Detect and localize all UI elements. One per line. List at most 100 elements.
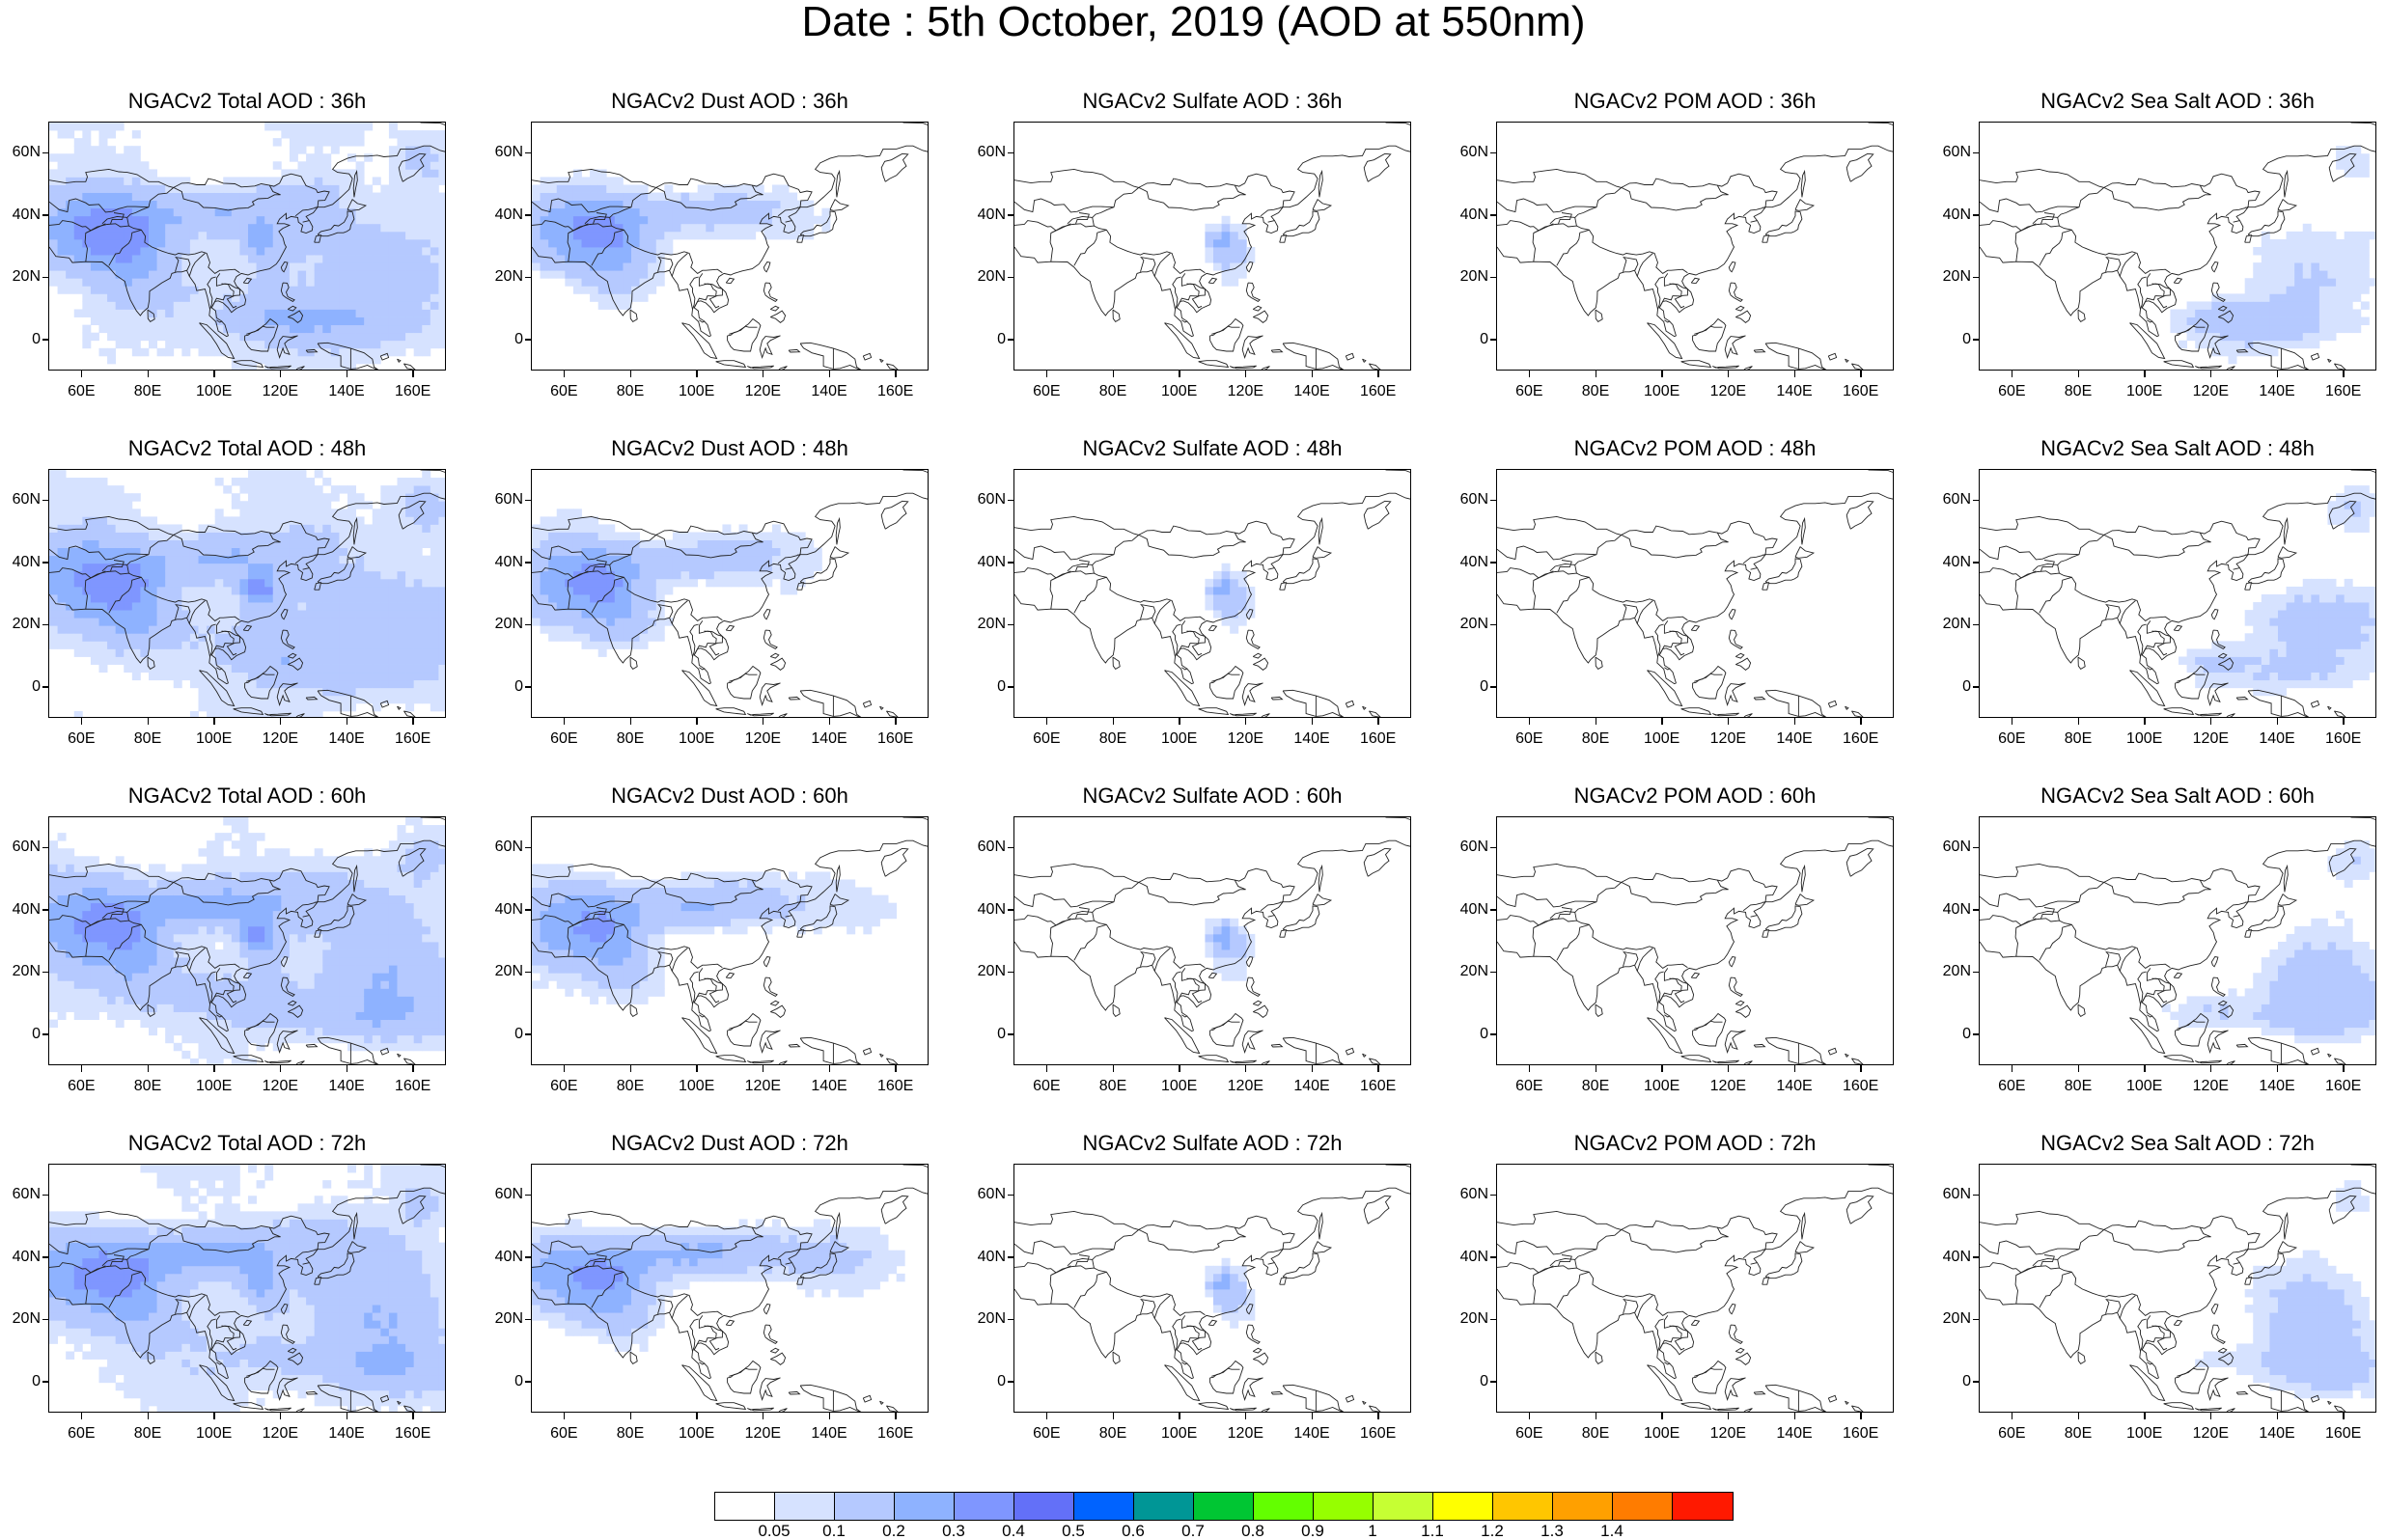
colorbar-swatch (1374, 1493, 1433, 1520)
y-tick-mark (1973, 151, 1979, 154)
aod-map (49, 817, 445, 1064)
y-tick-label: 20N (977, 1310, 1006, 1328)
y-tick-label: 40N (1942, 1248, 1971, 1265)
x-tick-label: 80E (133, 1425, 162, 1442)
x-tick-mark (2011, 1413, 2013, 1419)
y-tick-label: 40N (1942, 553, 1971, 570)
panel-title: NGACv2 Sulfate AOD : 36h (1082, 89, 1343, 113)
colorbar-label: 0.2 (882, 1522, 905, 1540)
x-tick-label: 100E (195, 1425, 233, 1442)
y-tick-label: 0 (997, 677, 1006, 695)
y-tick-mark (1008, 1256, 1013, 1258)
x-tick-label: 100E (1160, 1425, 1198, 1442)
y-tick-mark (42, 1318, 48, 1321)
map-frame (1013, 1164, 1411, 1413)
y-tick-mark (1490, 499, 1496, 502)
x-tick-label: 120E (1227, 1078, 1264, 1094)
y-tick-label: 60N (977, 1186, 1006, 1203)
coastlines (1980, 470, 2375, 717)
x-tick-label: 100E (678, 730, 715, 747)
x-tick-label: 160E (394, 730, 431, 747)
main-title: Date : 5th October, 2019 (AOD at 550nm) (801, 0, 1586, 45)
colorbar-swatch (1314, 1493, 1374, 1520)
y-tick-mark (1490, 339, 1496, 341)
x-tick-mark (1244, 1413, 1247, 1419)
panel-title: NGACv2 Sulfate AOD : 72h (1082, 1131, 1343, 1155)
coastlines (1014, 817, 1410, 1064)
x-tick-label: 100E (678, 1078, 715, 1094)
x-tick-mark (1727, 1065, 1730, 1072)
map-frame (48, 816, 446, 1065)
colorbar-label: 0.05 (758, 1522, 791, 1540)
x-tick-label: 120E (1227, 383, 1264, 399)
panel-title: NGACv2 Sea Salt AOD : 48h (2040, 436, 2315, 460)
x-tick-mark (1528, 718, 1531, 725)
y-tick-mark (42, 1194, 48, 1196)
panel-title: NGACv2 Sea Salt AOD : 36h (2040, 89, 2315, 113)
x-tick-mark (1661, 371, 1663, 377)
aod-map (532, 123, 928, 370)
y-tick-mark (1973, 562, 1979, 564)
x-tick-label: 120E (2192, 383, 2230, 399)
x-tick-label: 140E (811, 1425, 847, 1442)
x-tick-mark (629, 371, 631, 377)
y-tick-label: 60N (1942, 491, 1971, 509)
aod-map (1497, 123, 1893, 370)
y-tick-label: 20N (12, 963, 41, 980)
x-tick-mark (412, 371, 414, 377)
map-frame (1979, 1164, 2376, 1413)
y-tick-mark (525, 686, 531, 688)
aod-map (532, 1165, 928, 1412)
y-tick-mark (1973, 499, 1979, 502)
y-tick-mark (1490, 1194, 1496, 1196)
x-tick-label: 80E (616, 730, 645, 747)
y-tick-mark (42, 276, 48, 279)
y-tick-mark (1008, 562, 1013, 564)
x-tick-mark (2077, 371, 2079, 377)
x-tick-mark (1112, 371, 1114, 377)
map-frame (48, 122, 446, 371)
y-tick-label: 60N (1459, 144, 1488, 161)
y-tick-label: 20N (494, 963, 523, 980)
x-tick-label: 160E (1842, 1078, 1879, 1094)
y-tick-mark (1490, 1381, 1496, 1383)
coastlines (532, 123, 928, 370)
y-tick-mark (1973, 276, 1979, 279)
x-tick-label: 60E (1515, 1425, 1543, 1442)
y-tick-label: 60N (12, 839, 41, 856)
x-tick-label: 60E (550, 1425, 578, 1442)
y-tick-label: 40N (494, 206, 523, 223)
x-tick-mark (213, 718, 215, 725)
aod-field (2170, 146, 2375, 365)
x-tick-mark (2144, 371, 2146, 377)
y-tick-mark (525, 1318, 531, 1321)
x-tick-mark (2011, 371, 2013, 377)
colorbar-swatch (1433, 1493, 1493, 1520)
y-tick-mark (1490, 214, 1496, 216)
y-tick-mark (1973, 686, 1979, 688)
aod-field (2195, 1180, 2375, 1399)
x-tick-mark (80, 1413, 83, 1419)
aod-field (49, 123, 445, 370)
coastlines (1014, 1165, 1410, 1412)
colorbar-label: 1.2 (1481, 1522, 1504, 1540)
x-tick-mark (1179, 718, 1180, 725)
y-tick-label: 20N (977, 616, 1006, 633)
x-tick-mark (2343, 371, 2345, 377)
x-tick-mark (1661, 1065, 1663, 1072)
y-tick-mark (525, 1194, 531, 1196)
colorbar-swatch (775, 1493, 835, 1520)
x-tick-label: 160E (394, 383, 431, 399)
x-tick-mark (1179, 371, 1180, 377)
x-tick-label: 120E (262, 1425, 299, 1442)
x-tick-label: 60E (1515, 1078, 1543, 1094)
x-tick-mark (412, 1413, 414, 1419)
x-tick-mark (1377, 718, 1379, 725)
x-tick-label: 120E (744, 383, 782, 399)
x-tick-label: 80E (616, 1425, 645, 1442)
y-tick-mark (1490, 971, 1496, 974)
panel-title: NGACv2 Sulfate AOD : 60h (1082, 784, 1343, 808)
x-tick-mark (696, 718, 698, 725)
aod-field (532, 169, 831, 310)
y-tick-mark (42, 1381, 48, 1383)
